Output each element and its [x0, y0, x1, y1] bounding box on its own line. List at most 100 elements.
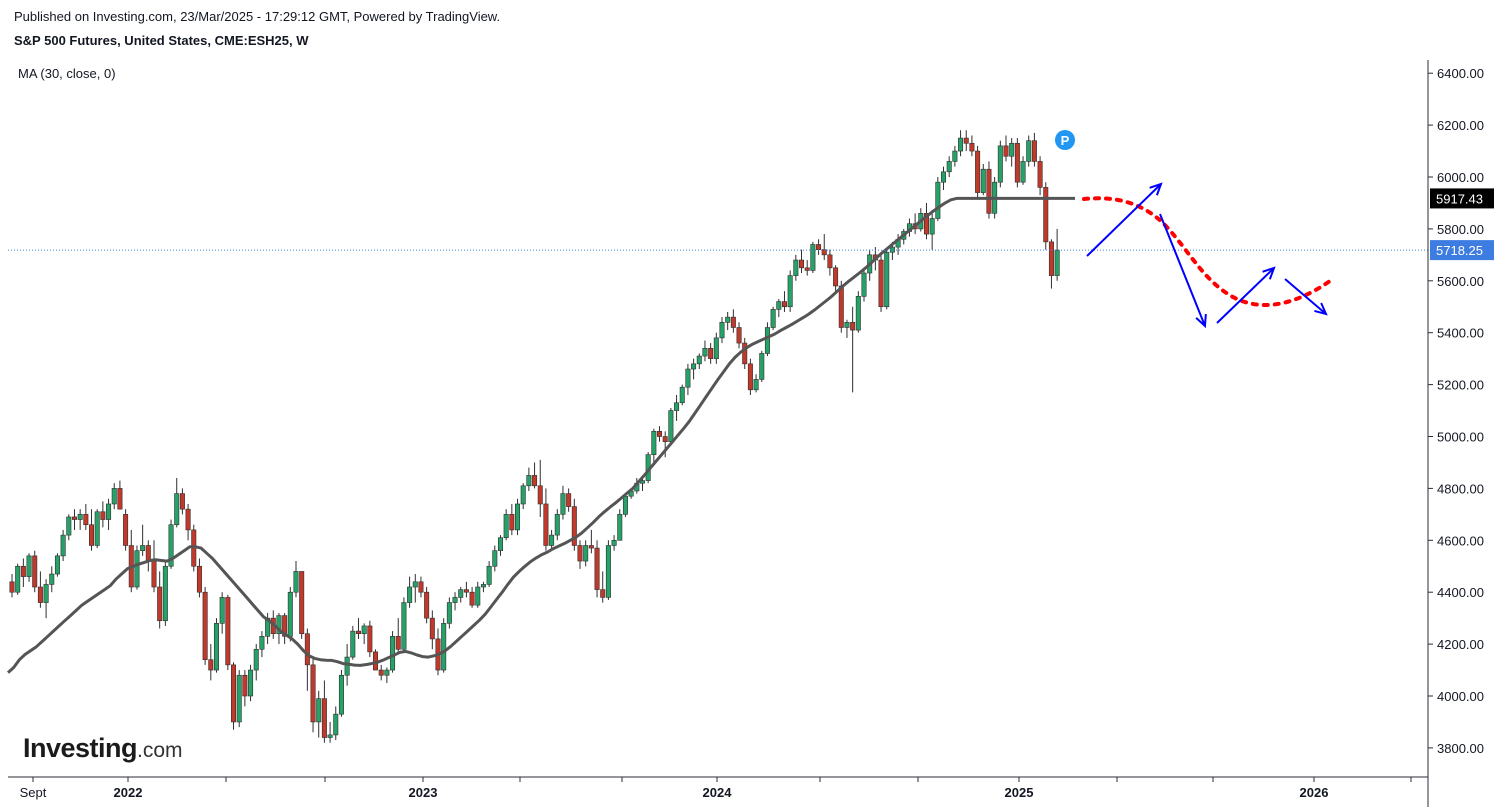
candle: [282, 612, 288, 645]
candle: [486, 561, 492, 588]
candle-down-body: [185, 508, 191, 531]
candle-up-body: [980, 168, 986, 193]
candle-down-body: [310, 664, 316, 723]
projection-curve: [1082, 196, 1332, 308]
candle-up-body: [810, 244, 816, 271]
candle: [407, 576, 413, 608]
candle-down-body: [833, 267, 839, 287]
candle-down-body: [1037, 161, 1043, 188]
candle: [753, 374, 759, 393]
candle-up-body: [622, 495, 628, 515]
candle-up-body: [685, 368, 691, 388]
candle-down-body: [838, 285, 844, 328]
candle: [321, 680, 327, 743]
candle-up-body: [446, 602, 452, 624]
candle: [26, 553, 32, 582]
candle-down-body: [299, 571, 305, 635]
candle-up-body: [952, 150, 958, 162]
candle: [202, 587, 208, 665]
marker-p-icon[interactable]: P: [1055, 130, 1075, 150]
candle: [424, 587, 430, 624]
candle: [577, 540, 583, 569]
candle: [1026, 135, 1032, 167]
candle-up-body: [480, 584, 486, 588]
y-tick-label: 5400.00: [1437, 326, 1484, 341]
candle: [526, 467, 532, 491]
candle: [100, 501, 106, 528]
candle-down-body: [975, 150, 981, 193]
candle-up-body: [855, 296, 861, 331]
candle: [719, 317, 725, 344]
candle: [708, 343, 714, 364]
candle: [759, 350, 765, 383]
candle: [15, 563, 21, 595]
candle: [1003, 135, 1009, 162]
candle: [952, 145, 958, 167]
candle-up-body: [492, 550, 498, 567]
candle-down-body: [566, 493, 572, 507]
arrow-down-2: [1284, 278, 1328, 316]
investing-logo: Investing.com: [23, 733, 183, 764]
candle-up-body: [458, 589, 464, 598]
candle: [117, 480, 123, 510]
candle-up-body: [333, 713, 339, 736]
candle-up-body: [248, 669, 254, 697]
candle: [390, 631, 396, 673]
candle: [441, 618, 447, 673]
candle-down-body: [231, 664, 237, 723]
candle-up-body: [213, 623, 219, 671]
candle-up-body: [338, 674, 344, 715]
candle: [679, 384, 685, 406]
candle-down-body: [242, 674, 248, 697]
candle: [1014, 138, 1020, 188]
candle-up-body: [1009, 142, 1015, 157]
candle: [304, 628, 310, 691]
candle: [730, 309, 736, 333]
candle: [231, 662, 237, 730]
candle: [861, 267, 867, 302]
candle-down-body: [850, 322, 856, 331]
candle-down-body: [747, 363, 753, 391]
candle-down-body: [736, 327, 742, 344]
candle-down-body: [781, 301, 787, 308]
candle: [725, 311, 731, 331]
candle: [49, 566, 55, 593]
candle-up-body: [344, 656, 350, 676]
logo-brand: Investing: [23, 733, 138, 763]
arrow-down-1: [1159, 213, 1207, 329]
ma-value-label: 5917.43: [1430, 188, 1494, 209]
y-tick-label: 5800.00: [1437, 222, 1484, 237]
marker-label: P: [1061, 133, 1070, 148]
candle-up-body: [236, 674, 242, 723]
candle: [844, 319, 850, 338]
y-tick-label: 4400.00: [1437, 585, 1484, 600]
candle-up-body: [15, 565, 21, 593]
candle: [509, 503, 515, 536]
candle: [554, 509, 560, 541]
candle-up-body: [106, 503, 112, 520]
candle-up-body: [691, 363, 697, 370]
candle: [185, 503, 191, 541]
candle-down-body: [662, 436, 668, 442]
candle-down-body: [32, 555, 38, 588]
candle-up-body: [452, 597, 458, 603]
candle: [361, 623, 367, 645]
candle-up-body: [753, 379, 759, 391]
candle: [963, 130, 969, 152]
candle-up-body: [77, 514, 83, 520]
candle: [816, 239, 822, 255]
candle-up-body: [219, 597, 225, 624]
candle-up-body: [276, 615, 282, 635]
candle-down-body: [71, 516, 77, 520]
candle: [764, 322, 770, 357]
x-tick-label: Sept: [20, 785, 47, 800]
candle-up-body: [617, 514, 623, 541]
candle: [475, 581, 481, 608]
candle-down-body: [429, 617, 435, 640]
candle-down-body: [469, 591, 475, 606]
candle: [833, 265, 839, 292]
candle-down-body: [100, 511, 106, 520]
candle: [418, 576, 424, 598]
candle-up-body: [770, 309, 776, 328]
